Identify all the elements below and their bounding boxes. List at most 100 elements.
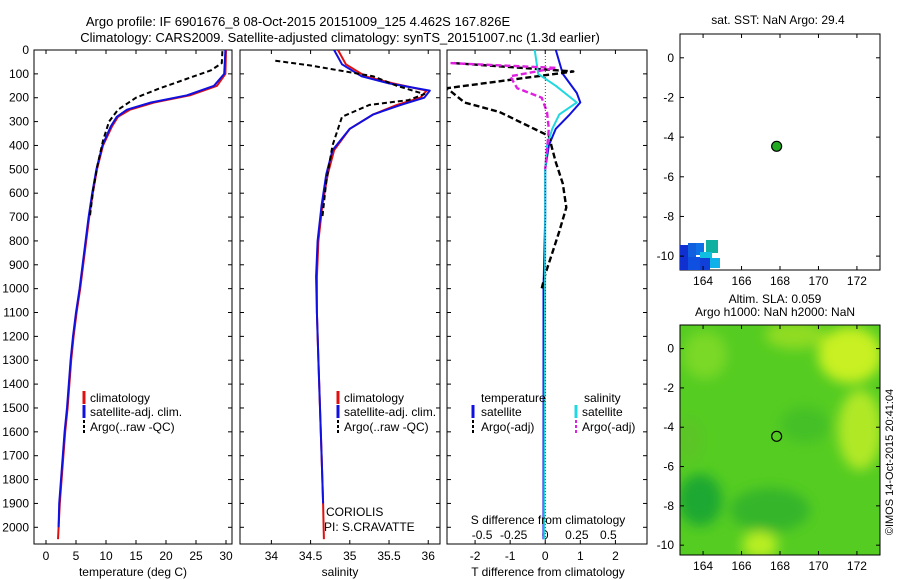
sst-pixel	[700, 258, 710, 270]
legend-label-s-argo: Argo(-adj)	[582, 420, 635, 434]
title-line-2: Climatology: CARS2009. Satellite-adjuste…	[80, 30, 600, 45]
legend-label-satellite: satellite-adj. clim.	[90, 405, 182, 419]
sst-land-pixels	[680, 240, 720, 270]
legend-label-s-satellite: satellite	[582, 405, 623, 419]
sla-blob	[838, 390, 880, 470]
sla-blob	[680, 418, 702, 462]
series-line-satellite-adj-clim-	[57, 50, 227, 528]
series-line-argo-raw-qc-	[88, 51, 224, 218]
x2-tick-label: 0.25	[565, 528, 589, 542]
salinity-panel	[239, 49, 441, 545]
y-tick-label: 1900	[2, 496, 29, 510]
s-difference-axis-label: S difference from climatology	[471, 513, 626, 527]
map-x-tick-label: 164	[693, 274, 713, 288]
y-tick-label: 1500	[2, 401, 29, 415]
x-tick-label: -1	[505, 549, 516, 563]
y-tick-label: 1800	[2, 473, 29, 487]
x-tick-label: 1	[577, 549, 584, 563]
series-line-t-argo-adj-	[447, 61, 575, 289]
y-tick-label: 100	[9, 67, 29, 81]
y-tick-label: 200	[9, 91, 29, 105]
x-tick-label: 10	[99, 549, 113, 563]
y-tick-label: 1600	[2, 425, 29, 439]
institution-label: CORIOLIS	[326, 505, 383, 519]
legend-label-climatology: climatology	[344, 391, 404, 405]
x-tick-label: 34	[265, 549, 279, 563]
argo-position-marker	[771, 140, 783, 152]
map-y-tick-label: -4	[663, 130, 674, 144]
sst-pixel	[680, 245, 688, 270]
y-tick-label: 1400	[2, 377, 29, 391]
map-x-tick-label: 172	[847, 274, 867, 288]
sla-map-title-1: Altim. SLA: 0.059	[729, 292, 822, 306]
x-tick-label: 25	[189, 549, 203, 563]
pi-label: PI: S.CRAVATTE	[324, 520, 415, 534]
map-y-tick-label: -2	[663, 381, 674, 395]
x-tick-label: 15	[129, 549, 143, 563]
x2-tick-label: 0.5	[600, 528, 617, 542]
series-line-s-satellite	[533, 50, 578, 540]
salinity-legend: climatology satellite-adj. clim. Argo(..…	[336, 391, 436, 434]
sla-blob	[765, 325, 825, 349]
sla-blob	[818, 327, 880, 383]
difference-panel	[446, 49, 648, 545]
legend-label-satellite: satellite-adj. clim.	[344, 405, 436, 419]
legend-header-salinity: salinity	[584, 391, 621, 405]
x-tick-label: 0	[542, 549, 549, 563]
map-x-tick-label: 166	[732, 559, 752, 573]
sla-map-title-2: Argo h1000: NaN h2000: NaN	[695, 305, 855, 319]
title-line-1: Argo profile: IF 6901676_8 08-Oct-2015 2…	[86, 14, 511, 29]
y-tick-label: 900	[9, 258, 29, 272]
x-tick-label: 2	[612, 549, 619, 563]
x-tick-label: 20	[159, 549, 173, 563]
map-x-tick-label: 170	[808, 274, 828, 288]
y-tick-label: 400	[9, 138, 29, 152]
map-y-tick-label: -8	[663, 499, 674, 513]
legend-label-climatology: climatology	[90, 391, 150, 405]
map-y-tick-label: -10	[657, 249, 675, 263]
x-tick-label: 5	[73, 549, 80, 563]
x-tick-label: 35.5	[377, 549, 401, 563]
y-tick-label: 600	[9, 186, 29, 200]
sla-blob	[780, 407, 830, 443]
sst-map-title: sat. SST: NaN Argo: 29.4	[711, 13, 845, 27]
sst-map-panel	[679, 33, 881, 271]
salinity-axis-label: salinity	[322, 565, 359, 579]
map-x-tick-label: 168	[770, 274, 790, 288]
sla-blob	[730, 488, 810, 532]
x-tick-label: 35	[343, 549, 357, 563]
sst-pixel	[688, 257, 700, 270]
sst-pixel	[700, 252, 712, 260]
x-tick-label: -2	[470, 549, 481, 563]
series-line-argo-raw-qc-	[275, 59, 426, 218]
map-y-tick-label: -6	[663, 460, 674, 474]
y-tick-label: 2000	[2, 520, 29, 534]
x2-tick-label: 0	[542, 528, 549, 542]
map-x-tick-label: 172	[847, 559, 867, 573]
y-tick-label: 1700	[2, 449, 29, 463]
map-y-tick-label: -6	[663, 170, 674, 184]
legend-label-t-satellite: satellite	[481, 405, 522, 419]
map-x-tick-label: 168	[770, 559, 790, 573]
y-tick-label: 1300	[2, 353, 29, 367]
y-tick-label: 500	[9, 162, 29, 176]
x-tick-label: 34.5	[299, 549, 323, 563]
sst-pixel	[710, 258, 720, 268]
map-y-tick-label: 0	[667, 342, 674, 356]
map-x-tick-label: 164	[693, 559, 713, 573]
footer-timestamp: ©IMOS 14-Oct-2015 20:41:04	[884, 389, 896, 535]
sst-pixel	[688, 243, 696, 257]
map-x-tick-label: 166	[732, 274, 752, 288]
difference-legend: temperature salinity satellite Argo(-adj…	[471, 391, 635, 434]
x-tick-label: 30	[219, 549, 233, 563]
sla-blob	[680, 474, 722, 526]
temperature-legend: climatology satellite-adj. clim. Argo(..…	[82, 391, 182, 434]
y-tick-label: 800	[9, 234, 29, 248]
series-line-t-satellite	[542, 50, 582, 540]
temperature-axis-label: temperature (deg C)	[79, 565, 187, 579]
map-y-tick-label: -2	[663, 90, 674, 104]
y-tick-label: 1000	[2, 282, 29, 296]
legend-label-argo: Argo(..raw -QC)	[90, 420, 175, 434]
legend-label-t-argo: Argo(-adj)	[481, 420, 534, 434]
